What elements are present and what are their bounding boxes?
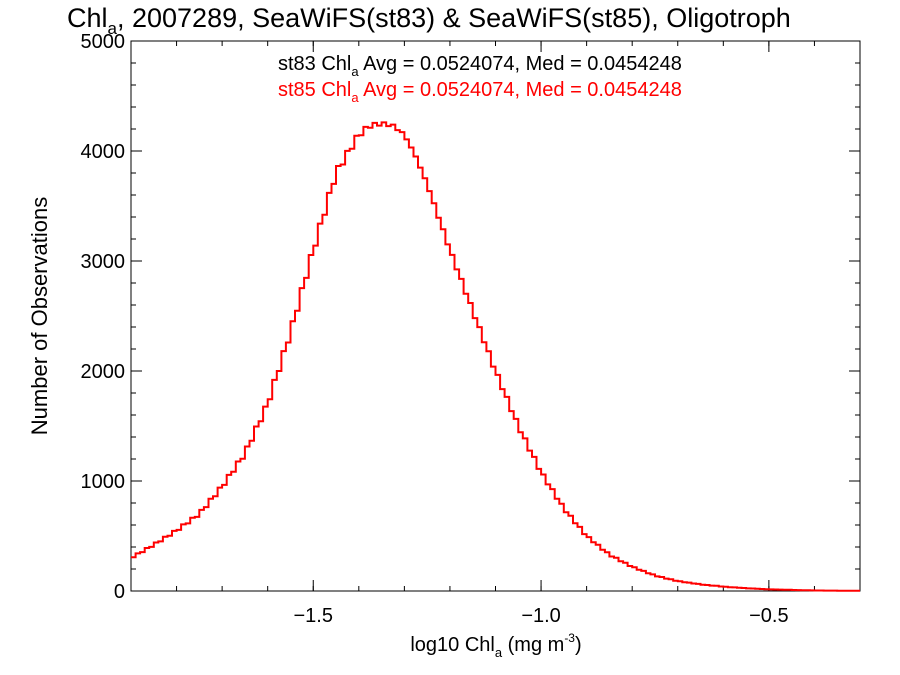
y-tick-label: 3000 [81, 251, 126, 273]
chart-title: Chla, 2007289, SeaWiFS(st83) & SeaWiFS(s… [67, 3, 791, 38]
annotation-st85: st85 Chla Avg = 0.0524074, Med = 0.04542… [278, 79, 682, 105]
series-group [131, 121, 860, 592]
x-tick-label: −1.0 [521, 605, 560, 627]
annotation-st83: st83 Chla Avg = 0.0524074, Med = 0.04542… [278, 53, 682, 79]
plot-frame [130, 40, 861, 592]
histogram-series-line [131, 121, 860, 592]
y-tick-label: 1000 [81, 471, 126, 493]
y-tick-label: 0 [114, 581, 125, 603]
y-axis-label: Number of Observations [27, 197, 52, 435]
y-tick-label: 5000 [81, 31, 126, 53]
y-tick-label: 4000 [81, 141, 126, 163]
x-axis-label: log10 Chla (mg m-3) [410, 631, 581, 660]
x-tick-label: −1.5 [294, 605, 333, 627]
x-tick-label: −0.5 [749, 605, 788, 627]
y-axis: 0 1000 2000 3000 4000 5000 [81, 31, 860, 603]
y-tick-label: 2000 [81, 361, 126, 383]
x-axis: −1.5 −1.0 −0.5 [130, 41, 861, 627]
